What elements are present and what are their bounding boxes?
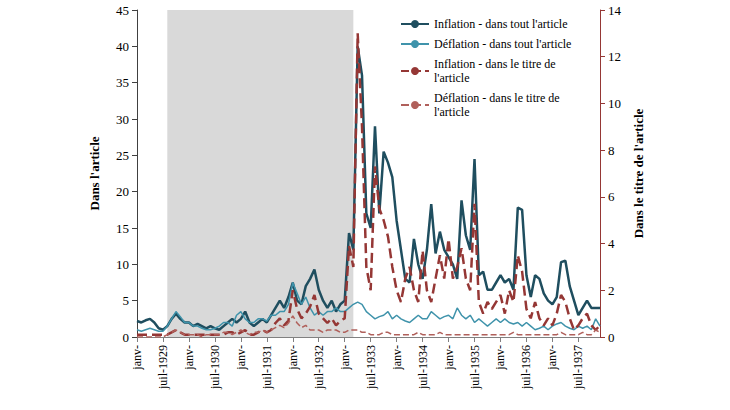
svg-text:Inflation - dans le titre de: Inflation - dans le titre de bbox=[434, 57, 559, 71]
svg-text:2: 2 bbox=[608, 283, 615, 298]
svg-text:14: 14 bbox=[608, 3, 622, 18]
svg-text:Dans l'article: Dans l'article bbox=[87, 136, 102, 210]
svg-text:Dans le titre de l'article: Dans le titre de l'article bbox=[631, 108, 646, 238]
svg-text:juil-1935: juil-1935 bbox=[468, 345, 482, 390]
svg-text:6: 6 bbox=[608, 189, 615, 204]
svg-text:juil-1934: juil-1934 bbox=[416, 345, 430, 390]
svg-text:juil-1937: juil-1937 bbox=[571, 345, 585, 390]
svg-text:janv-: janv- bbox=[390, 345, 404, 371]
svg-text:janv-: janv- bbox=[338, 345, 352, 371]
svg-text:juil-1933: juil-1933 bbox=[364, 345, 378, 390]
svg-text:5: 5 bbox=[123, 293, 130, 308]
svg-text:Déflation - dans tout l'articl: Déflation - dans tout l'article bbox=[434, 37, 571, 51]
svg-text:15: 15 bbox=[116, 221, 129, 236]
svg-text:janv-: janv- bbox=[545, 345, 559, 371]
svg-text:25: 25 bbox=[116, 148, 129, 163]
svg-text:20: 20 bbox=[116, 184, 129, 199]
svg-text:juil-1930: juil-1930 bbox=[208, 345, 222, 390]
svg-text:janv-: janv- bbox=[130, 345, 144, 371]
svg-text:l'article: l'article bbox=[434, 71, 469, 85]
svg-text:juil-1932: juil-1932 bbox=[312, 345, 326, 390]
svg-text:10: 10 bbox=[116, 257, 129, 272]
svg-text:0: 0 bbox=[123, 330, 130, 345]
svg-text:8: 8 bbox=[608, 143, 615, 158]
svg-text:juil-1929: juil-1929 bbox=[156, 345, 170, 390]
svg-text:janv-: janv- bbox=[493, 345, 507, 371]
svg-text:35: 35 bbox=[116, 75, 129, 90]
svg-text:Déflation - dans le titre de: Déflation - dans le titre de bbox=[434, 91, 563, 105]
svg-text:45: 45 bbox=[116, 3, 129, 18]
svg-text:juil-1936: juil-1936 bbox=[519, 345, 533, 390]
svg-text:40: 40 bbox=[116, 39, 129, 54]
svg-text:12: 12 bbox=[608, 49, 621, 64]
svg-text:4: 4 bbox=[608, 236, 615, 251]
svg-text:0: 0 bbox=[608, 330, 615, 345]
svg-text:janv-: janv- bbox=[442, 345, 456, 371]
svg-text:Inflation - dans tout l'articl: Inflation - dans tout l'article bbox=[434, 17, 567, 31]
svg-text:l'article: l'article bbox=[434, 105, 469, 119]
svg-text:30: 30 bbox=[116, 112, 129, 127]
svg-text:10: 10 bbox=[608, 96, 621, 111]
svg-text:janv-: janv- bbox=[182, 345, 196, 371]
svg-text:juil-1931: juil-1931 bbox=[260, 345, 274, 390]
svg-text:janv-: janv- bbox=[286, 345, 300, 371]
svg-text:janv-: janv- bbox=[234, 345, 248, 371]
